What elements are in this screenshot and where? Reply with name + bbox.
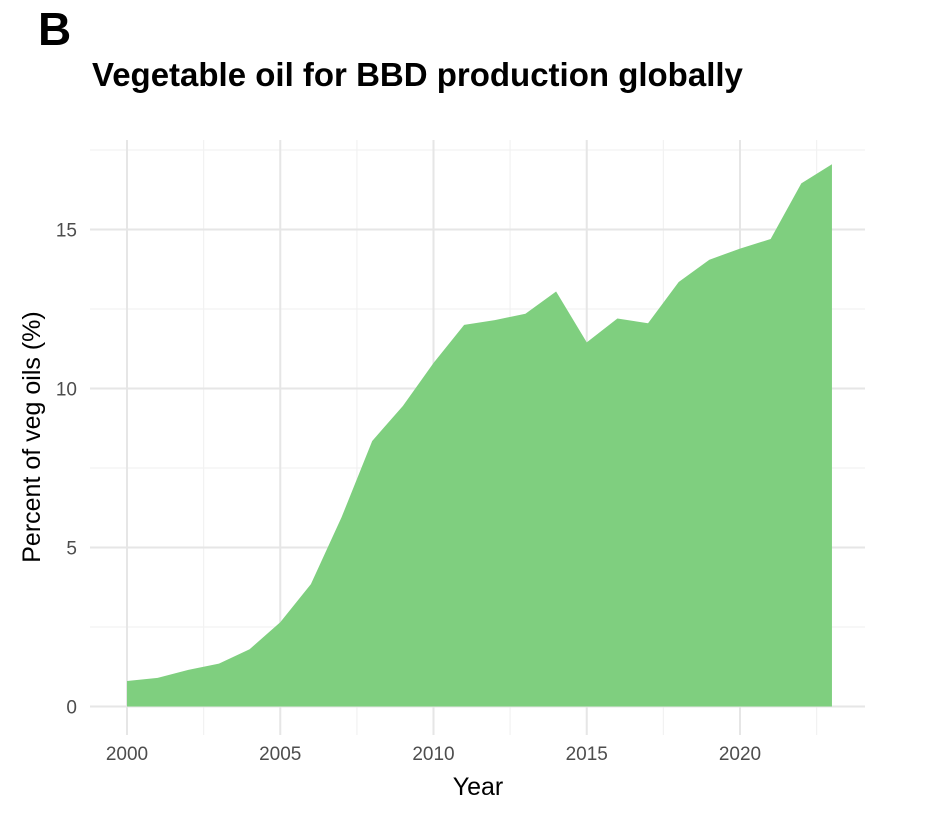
y-tick-label: 5 — [66, 539, 77, 560]
area-series — [127, 164, 832, 707]
panel-letter: B — [38, 3, 72, 55]
x-tick-label: 2000 — [106, 744, 148, 765]
y-tick-label: 15 — [56, 221, 77, 242]
y-tick-labels: 0 5 10 15 — [56, 221, 77, 719]
x-tick-label: 2015 — [566, 744, 608, 765]
x-tick-label: 2010 — [412, 744, 454, 765]
y-tick-label: 10 — [56, 380, 77, 401]
y-axis-title: Percent of veg oils (%) — [18, 311, 46, 563]
x-axis-title: Year — [453, 773, 504, 801]
x-tick-label: 2005 — [259, 744, 301, 765]
x-tick-labels: 2000 2005 2010 2015 2020 — [106, 744, 761, 765]
x-tick-label: 2020 — [719, 744, 761, 765]
chart-title: Vegetable oil for BBD production globall… — [92, 56, 743, 93]
y-tick-label: 0 — [66, 698, 77, 719]
